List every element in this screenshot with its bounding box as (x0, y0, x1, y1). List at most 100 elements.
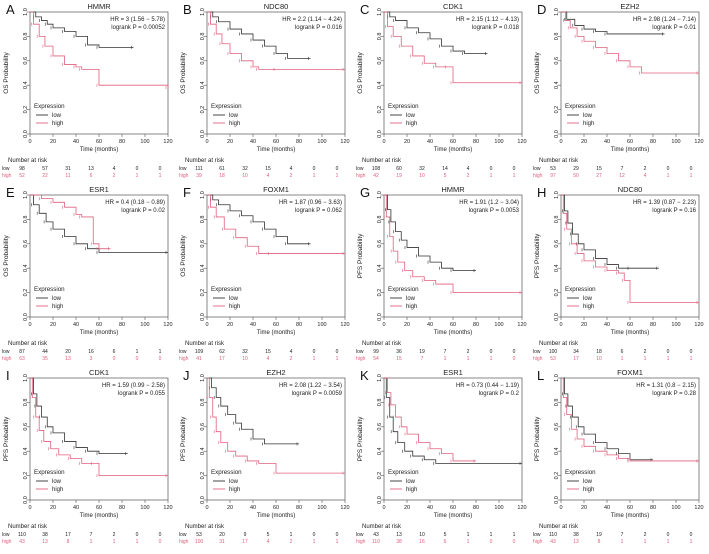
panel-title: ESR1 (443, 368, 463, 377)
risk-count-high: 1 (136, 173, 139, 179)
y-tick-label: 0.0 (377, 313, 383, 321)
x-tick-label: 60 (450, 322, 456, 328)
risk-count-low: 20 (219, 532, 225, 538)
y-tick-label: 0.8 (200, 216, 206, 224)
y-tick-label: 0.4 (200, 264, 206, 272)
risk-count-high: 1 (136, 539, 139, 545)
risk-count-high: 1 (444, 356, 447, 362)
legend-label-high: high (52, 487, 63, 493)
hazard-ratio: HR = 2.15 (1.12 − 4.13) (456, 17, 519, 23)
x-tick-label: 0 (382, 322, 385, 328)
x-tick-label: 100 (494, 322, 503, 328)
risk-count-low: 7 (621, 166, 624, 172)
legend-label-low: low (406, 113, 416, 119)
risk-count-low: 0 (136, 532, 139, 538)
risk-count-low: 1 (490, 532, 493, 538)
y-axis-label: PFS Probability (3, 416, 10, 462)
risk-row-label-low: low (356, 532, 364, 538)
legend-label-low: low (583, 113, 593, 119)
risk-row-label-low: low (533, 166, 541, 172)
legend-title: Expression (34, 103, 65, 110)
x-axis-label: Time (months) (611, 147, 649, 153)
risk-count-low: 0 (136, 166, 139, 172)
y-tick-label: 0.8 (554, 399, 560, 407)
risk-count-high: 1 (644, 539, 647, 545)
km-curve-low (30, 194, 168, 253)
legend-title: Expression (34, 469, 65, 476)
y-tick-label: 0.2 (23, 289, 29, 297)
risk-row-label-high: high (356, 356, 366, 362)
risk-count-low: 36 (396, 349, 402, 355)
risk-count-high: 0 (513, 539, 516, 545)
km-curve-high (561, 11, 699, 74)
risk-count-low: 53 (550, 166, 556, 172)
hazard-ratio: HR = 2.98 (1.24 − 7.14) (633, 17, 696, 23)
risk-row-label-high: high (533, 356, 543, 362)
legend-label-high: high (583, 487, 594, 493)
risk-count-high: 1 (336, 173, 339, 179)
km-curve-high (30, 377, 168, 476)
legend-title: Expression (388, 286, 419, 293)
x-tick-label: 40 (73, 322, 79, 328)
risk-count-low: 5 (267, 532, 270, 538)
y-tick-label: 0.0 (200, 496, 206, 504)
logrank-p: logrank P = 0.0053 (469, 208, 520, 214)
y-axis-label: OS Probability (180, 51, 187, 93)
km-curve-low (384, 377, 522, 464)
y-tick-label: 0.0 (554, 313, 560, 321)
y-tick-label: 0.6 (377, 57, 383, 65)
y-tick-label: 0.0 (554, 496, 560, 504)
risk-title: Number at risk (8, 158, 48, 164)
x-tick-label: 60 (450, 505, 456, 511)
risk-count-high: 1 (467, 539, 470, 545)
x-tick-label: 100 (671, 505, 680, 511)
risk-count-low: 18 (596, 349, 602, 355)
y-axis-label: PFS Probability (534, 233, 541, 279)
y-tick-label: 0.2 (200, 472, 206, 480)
panel-letter: G (360, 185, 370, 200)
risk-row-label-high: high (533, 539, 543, 545)
risk-count-high: 43 (19, 539, 25, 545)
y-tick-label: 0.4 (23, 264, 29, 272)
x-tick-label: 80 (119, 139, 125, 145)
logrank-p: logrank P = 0.0059 (292, 391, 343, 397)
risk-title: Number at risk (539, 524, 579, 530)
risk-count-low: 15 (596, 166, 602, 172)
km-curve-low (207, 194, 311, 245)
x-tick-label: 80 (473, 505, 479, 511)
legend-label-low: low (583, 479, 593, 485)
x-tick-label: 100 (317, 322, 326, 328)
risk-count-high: 1 (667, 356, 670, 362)
x-tick-label: 60 (273, 322, 279, 328)
legend-label-high: high (406, 121, 417, 127)
risk-count-high: 1 (159, 173, 162, 179)
hazard-ratio: HR = 1.39 (0.87 − 2.23) (633, 200, 696, 206)
x-tick-label: 100 (140, 322, 149, 328)
x-tick-label: 120 (694, 139, 703, 145)
legend-title: Expression (34, 286, 65, 293)
x-axis-label: Time (months) (434, 330, 472, 336)
y-tick-label: 0.4 (23, 81, 29, 89)
risk-count-low: 1 (290, 532, 293, 538)
risk-count-high: 35 (42, 356, 48, 362)
x-tick-label: 40 (250, 139, 256, 145)
legend-title: Expression (565, 103, 596, 110)
risk-row-label-low: low (2, 532, 10, 538)
x-tick-label: 20 (50, 322, 56, 328)
x-tick-label: 60 (627, 322, 633, 328)
risk-count-low: 110 (549, 532, 557, 538)
risk-count-high: 2 (113, 173, 116, 179)
panel-title: NDC80 (264, 2, 289, 11)
risk-count-low: 15 (265, 349, 271, 355)
risk-count-low: 4 (290, 166, 293, 172)
risk-count-high: 1 (644, 356, 647, 362)
risk-count-high: 1 (490, 173, 493, 179)
y-tick-label: 0.8 (23, 399, 29, 407)
legend-label-high: high (229, 304, 240, 310)
risk-count-low: 2 (644, 349, 647, 355)
risk-count-low: 19 (596, 532, 602, 538)
risk-count-low: 5 (444, 532, 447, 538)
risk-count-low: 0 (513, 166, 516, 172)
y-tick-label: 0.6 (554, 240, 560, 248)
